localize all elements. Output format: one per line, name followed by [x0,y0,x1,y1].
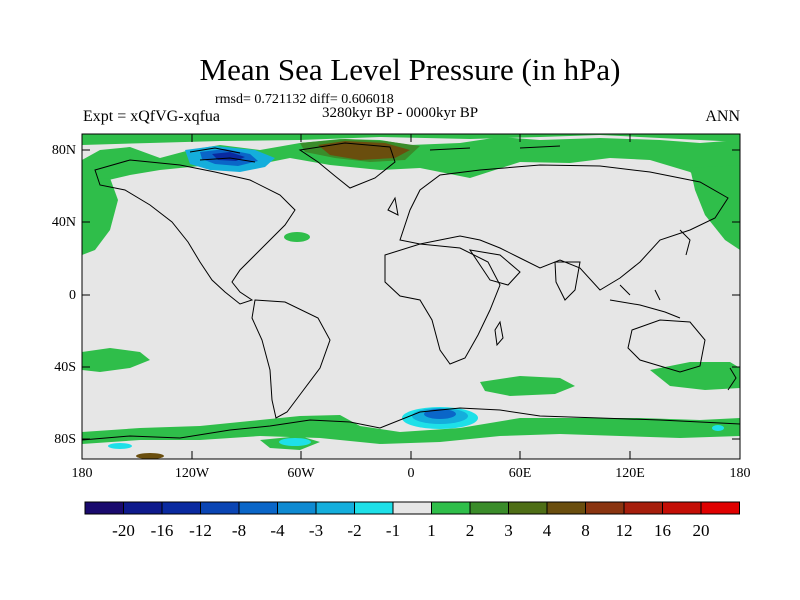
colorbar-box-7 [354,502,393,514]
greenland-high-anomaly [318,141,410,160]
antarctic-interior [82,434,740,459]
japan-outline [679,229,691,256]
lat-label-80s: 80S [54,432,76,447]
colorbar-label-10: 3 [504,521,513,540]
atlantic-small-anomaly [284,232,310,242]
colorbar-box-16 [701,502,740,514]
eurasia-outline [399,164,729,291]
ross-anomaly [279,438,311,446]
east-cyan-spot [712,425,724,431]
uk-outline [387,196,399,216]
lat-label-0: 0 [69,288,76,303]
south-atlantic-anomaly [480,376,575,396]
madagascar-outline [494,320,504,347]
map-background [82,134,740,459]
colorbar-box-4 [239,502,278,514]
map-title: Mean Sea Level Pressure (in hPa) [199,52,621,87]
lon-label-60w: 60W [287,466,315,481]
colorbar-box-15 [662,502,701,514]
lon-label-180w: 180 [71,466,93,481]
south-america-outline [251,299,331,419]
colorbar-label-12: 8 [581,521,590,540]
south-brown-spot [136,453,164,459]
colorbar-label-15: 20 [692,521,710,540]
colorbar-box-9 [431,502,470,514]
colorbar-label-8: 1 [427,521,436,540]
colorbar-box-6 [316,502,355,514]
maritime-asia-outline [609,284,681,319]
lon-label-180e: 180 [729,466,751,481]
antarctica-outline [81,407,741,441]
colorbar-box-14 [624,502,663,514]
coastlines [81,142,741,441]
colorbar-box-5 [277,502,316,514]
experiment-label: Expt = xQfVG-xqfua [83,108,220,125]
colorbar-label-11: 4 [542,521,552,540]
india-outline [554,261,581,301]
arabia-outline [468,249,521,286]
colorbar-label-4: -4 [270,521,285,540]
lat-label-80n: 80N [51,143,76,158]
colorbar-box-1 [123,502,162,514]
north-pacific-east-anomaly [690,165,740,250]
lon-label-120e: 120E [615,466,645,481]
period-text: 3280kyr BP - 0000kyr BP [322,105,479,121]
colorbar-label-3: -8 [231,521,247,540]
southwest-cyan-spot [108,443,132,449]
colorbar-box-10 [470,502,509,514]
lon-label-0: 0 [407,466,415,481]
australia-outline [627,319,706,373]
colorbar-box-2 [162,502,201,514]
colorbar-label-1: -16 [150,521,174,540]
colorbar-label-5: -3 [308,521,324,540]
colorbar-label-9: 2 [465,521,475,540]
colorbar-box-3 [200,502,239,514]
colorbar-label-7: -1 [385,521,401,540]
colorbar-box-8 [393,502,432,514]
colorbar-box-0 [85,502,124,514]
north-pacific-west-anomaly [82,178,118,255]
lat-label-40n: 40N [51,215,76,230]
colorbar-label-0: -20 [112,521,135,540]
north-edge-anomaly [82,134,740,145]
weddell-anomaly-core [424,409,456,419]
south-indian-anomaly [650,362,740,390]
colorbar-box-13 [585,502,624,514]
colorbar-box-12 [547,502,586,514]
africa-outline [384,243,501,365]
colorbar-label-13: 12 [615,521,633,540]
axis-ticks [82,134,740,459]
south-pacific-anomaly [82,348,150,372]
colorbar-label-2: -12 [189,521,212,540]
colorbar-label-14: 16 [654,521,671,540]
new-zealand-outline [727,367,737,391]
season-label: ANN [705,108,740,125]
arctic-islands-outline [189,145,561,163]
colorbar-box-11 [508,502,547,514]
north-america-outline [94,159,296,305]
lat-label-40s: 40S [54,360,76,375]
lon-label-120w: 120W [174,466,210,481]
lon-label-60e: 60E [508,466,532,481]
colorbar [84,501,740,515]
colorbar-label-6: -2 [347,521,362,540]
stats-text: rmsd= 0.721132 diff= 0.606018 [215,92,394,107]
greenland-outline [298,142,396,189]
